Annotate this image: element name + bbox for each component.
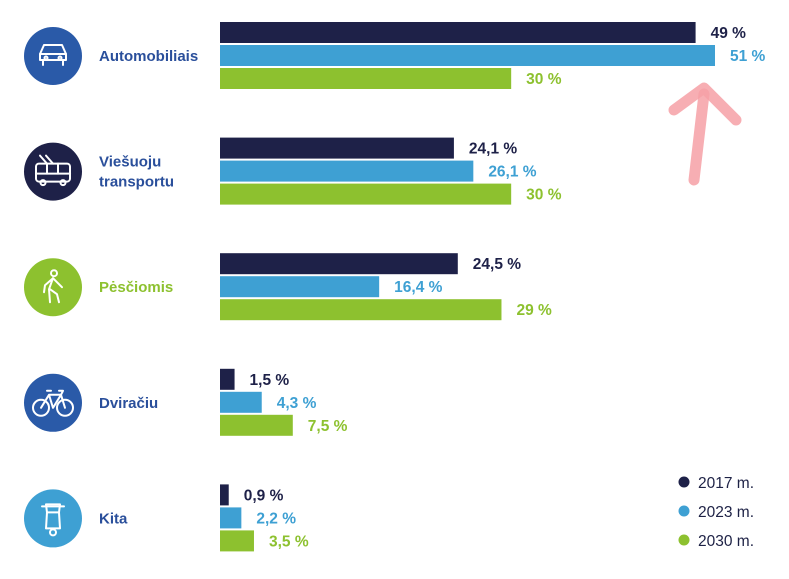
data-label: 30 % [526, 71, 562, 88]
category-label: Automobiliais [99, 48, 198, 65]
category-label: Kita [99, 510, 128, 527]
bar [220, 530, 254, 552]
legend-marker [678, 534, 690, 546]
data-label: 24,5 % [473, 256, 521, 273]
bar [220, 45, 715, 66]
bar [220, 68, 512, 89]
trolleybus-icon [24, 142, 82, 201]
bar [220, 299, 502, 321]
scooter-icon [24, 489, 82, 548]
data-label: 16,4 % [394, 279, 442, 296]
data-label: 26,1 % [488, 164, 536, 181]
data-label: 24,1 % [469, 141, 517, 158]
data-label: 7,5 % [308, 418, 348, 435]
legend-label: 2030 m. [698, 533, 754, 550]
value-labels: 49 % 51 % 30 % 24,1 % 26,1 % 30 % 24,5 % 16,4 %… [244, 25, 766, 550]
bar [220, 160, 474, 182]
bar [220, 368, 235, 390]
data-label: 0,9 % [244, 487, 284, 504]
category-label: Dviračiu [99, 395, 158, 412]
bars [220, 22, 715, 552]
car-icon [24, 27, 82, 85]
data-label: 1,5 % [250, 372, 290, 389]
bar [220, 22, 696, 43]
data-label: 29 % [516, 302, 552, 319]
category-label: Pėsčiomis [99, 279, 173, 296]
bar [220, 507, 242, 529]
bar [220, 183, 512, 205]
legend-marker [678, 476, 690, 488]
legend-label: 2023 m. [698, 504, 754, 521]
data-label: 49 % [711, 25, 747, 42]
legend-item: 2023 m. [678, 504, 754, 521]
data-label: 51 % [730, 48, 766, 65]
legend-marker [678, 505, 690, 517]
category-labels: Automobiliais Viešuoju transportu Pėsčiomis… [99, 48, 198, 527]
bar [220, 253, 458, 275]
bar [220, 137, 454, 159]
data-label: 30 % [526, 187, 562, 204]
bar [220, 414, 293, 436]
category-icons [24, 27, 82, 548]
data-label: 2,2 % [256, 510, 296, 527]
data-label: 3,5 % [269, 533, 309, 550]
category-label: Viešuoju transportu [99, 154, 174, 191]
data-label: 4,3 % [277, 395, 317, 412]
pedestrian-icon [24, 258, 82, 317]
bar [220, 484, 229, 506]
bicycle-icon [24, 373, 82, 432]
legend-item: 2030 m. [678, 533, 754, 550]
bar [220, 276, 380, 298]
bar [220, 391, 262, 413]
legend: 2017 m. 2023 m. 2030 m. [678, 475, 754, 550]
legend-item: 2017 m. [678, 475, 754, 492]
legend-label: 2017 m. [698, 475, 754, 492]
